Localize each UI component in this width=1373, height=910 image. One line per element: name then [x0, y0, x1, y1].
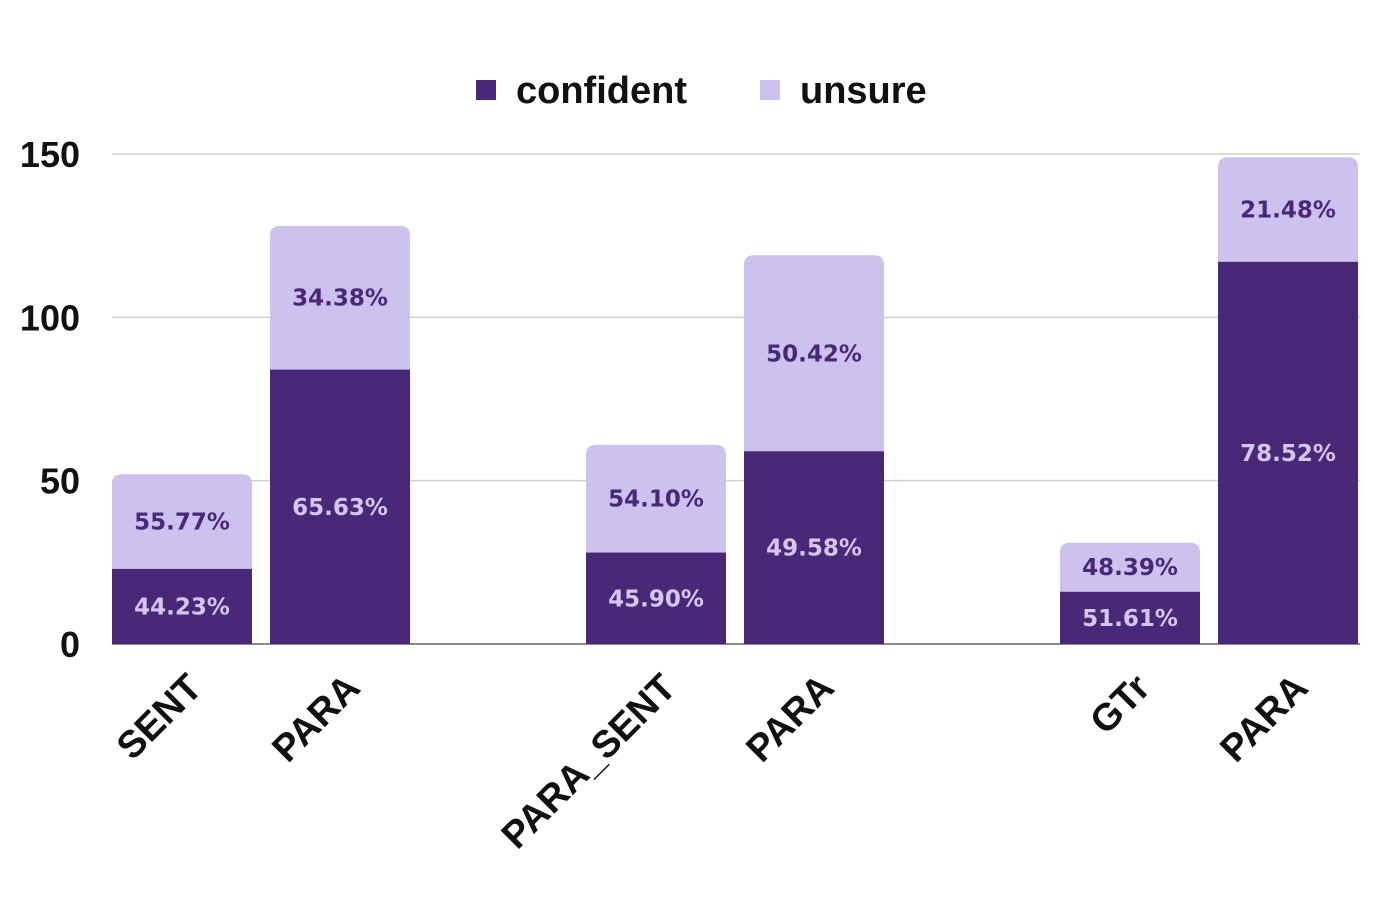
y-tick-label: 100 [20, 297, 80, 338]
bar-unsure-4 [1060, 542, 1200, 592]
legend-swatch-confident [476, 80, 496, 100]
legend: confident unsure [476, 70, 927, 112]
category-label-5: PARA [1213, 667, 1317, 771]
data-label-confident-4: 51.61% [1082, 606, 1178, 632]
bar-unsure-3 [744, 255, 884, 452]
y-tick-label: 150 [20, 134, 80, 175]
data-labels: 44.23% 55.77% 65.63% 34.38% 45.90% 54.10% 49.5… [134, 198, 1336, 632]
bar-confident-1 [270, 369, 410, 644]
data-label-confident-0: 44.23% [134, 594, 230, 620]
data-label-unsure-5: 21.48% [1240, 198, 1336, 224]
legend-label-confident: confident [516, 70, 687, 112]
bar-confident-2 [586, 552, 726, 644]
category-label-3: PARA [739, 667, 843, 771]
data-label-unsure-3: 50.42% [766, 341, 862, 367]
data-label-confident-5: 78.52% [1240, 441, 1336, 467]
category-label-0: SENT [109, 667, 210, 768]
data-label-unsure-0: 55.77% [134, 510, 230, 536]
data-label-confident-1: 65.63% [292, 495, 388, 521]
y-tick-label: 0 [60, 624, 80, 665]
bar-unsure-1 [270, 225, 410, 370]
bar-unsure-5 [1218, 157, 1358, 262]
bar-confident-4 [1060, 591, 1200, 644]
bar-unsure-0 [112, 474, 252, 569]
data-label-confident-2: 45.90% [608, 586, 704, 612]
x-axis-categories: SENT PARA PARA_SENT PARA GTr PARA [109, 667, 1316, 858]
legend-swatch-unsure [760, 80, 780, 100]
bar-confident-0 [112, 568, 252, 644]
y-tick-label: 50 [40, 461, 80, 502]
category-label-4: GTr [1082, 667, 1158, 743]
y-axis-ticks: 0 50 100 150 [20, 134, 80, 665]
bar-confident-5 [1218, 261, 1358, 644]
category-label-1: PARA [265, 667, 369, 771]
data-label-unsure-2: 54.10% [608, 487, 704, 513]
data-label-unsure-4: 48.39% [1082, 555, 1178, 581]
bars [112, 157, 1358, 644]
legend-label-unsure: unsure [800, 70, 927, 112]
data-label-confident-3: 49.58% [766, 536, 862, 562]
data-label-unsure-1: 34.38% [292, 286, 388, 312]
bar-unsure-2 [586, 444, 726, 553]
bar-confident-3 [744, 451, 884, 644]
category-label-2: PARA_SENT [494, 667, 684, 857]
